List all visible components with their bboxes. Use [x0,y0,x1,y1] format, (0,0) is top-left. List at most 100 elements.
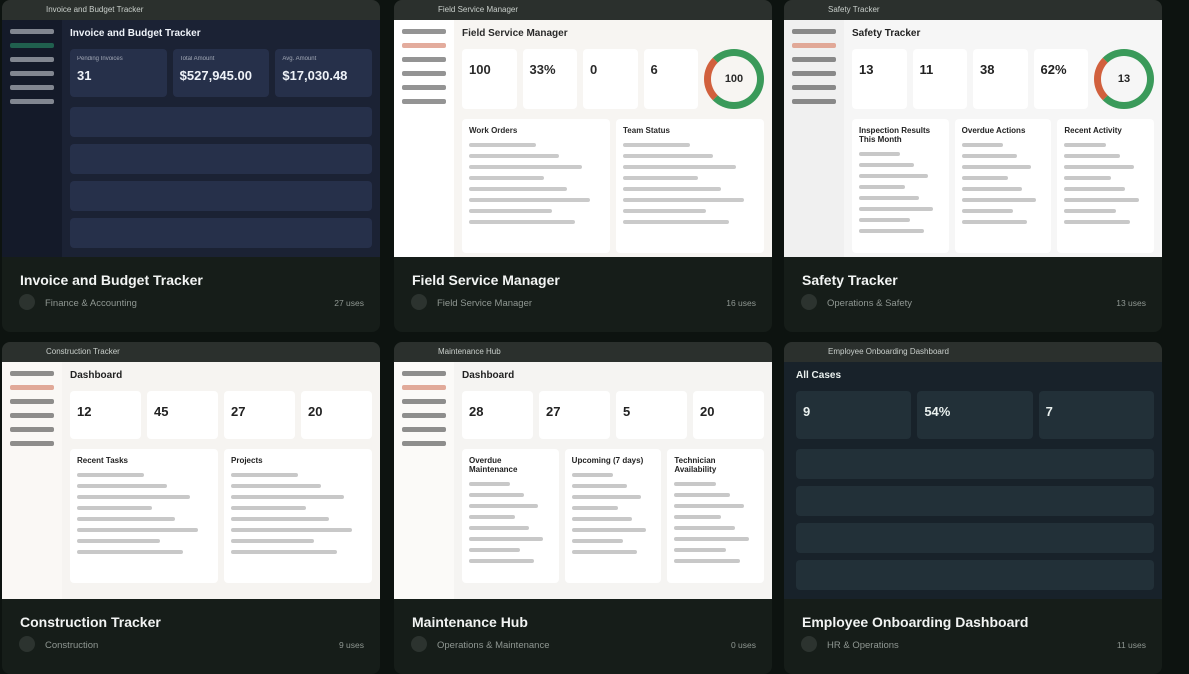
card-title[interactable]: Safety Tracker [802,272,898,288]
stat-value: $17,030.48 [282,68,348,83]
card-title[interactable]: Construction Tracker [20,614,161,630]
ring-chart: 13 [1094,49,1154,109]
placeholder-line [1064,220,1130,224]
stat-value: 33% [529,62,556,77]
placeholder-line [1064,176,1111,180]
list-row [70,107,372,137]
placeholder-line [571,550,637,554]
placeholder-line [859,163,915,167]
panels-row: Recent Tasks Projects [70,449,372,583]
category-icon [411,636,427,652]
stat-card: 5 [616,391,687,439]
placeholder-line [77,506,153,510]
card-title[interactable]: Field Service Manager [412,272,560,288]
placeholder-line [623,143,690,147]
placeholder-line [674,504,744,508]
thumbnail: Safety Tracker 13 11 38 62% 13 Inspection Resu… [784,20,1162,257]
placeholder-line [859,229,925,233]
card-uses: 16 uses [726,298,756,308]
template-card[interactable]: Construction Tracker Dashboard 12 45 27 20 Rec… [2,342,380,674]
placeholder-line [77,484,167,488]
template-card[interactable]: Invoice and Budget Tracker Invoice and Bu… [2,0,380,332]
stat-value: 27 [546,404,561,419]
stat-card: 11 [912,49,967,109]
stat-value: 28 [469,404,484,419]
template-card[interactable]: Safety Tracker Safety Tracker 13 11 38 62% 13 I… [784,0,1162,332]
placeholder-line [77,528,198,532]
panel-title: Technician Availability [674,456,717,474]
placeholder-line [469,493,525,497]
sidebar-item [10,441,54,446]
stat-card: 20 [301,391,372,439]
preview-main: Dashboard 12 45 27 20 Recent Tasks Projects [70,370,372,599]
stat-value: 45 [154,404,169,419]
placeholder-line [859,185,906,189]
panel: Upcoming (7 days) [564,449,662,583]
sidebar-item [792,29,836,34]
placeholder-line [469,537,544,541]
panel: Technician Availability [667,449,765,583]
stat-card: 0 [583,49,638,109]
preview-heading: Safety Tracker [852,28,921,39]
sidebar [2,362,62,599]
thumbnail-label: Maintenance Hub [394,342,772,362]
category-icon [19,294,35,310]
stat-value: 20 [308,404,323,419]
stat-value: 31 [77,68,92,83]
sidebar [394,362,454,599]
stat-value: 12 [77,404,92,419]
placeholder-line [1064,198,1139,202]
placeholder-line [623,220,729,224]
sidebar-item [792,57,836,62]
placeholder-line [961,187,1023,191]
placeholder-line [961,220,1027,224]
sidebar-item [402,413,446,418]
stat-card: 45 [147,391,218,439]
sidebar-item [10,427,54,432]
stat-card: Total Amount $527,945.00 [172,49,270,97]
placeholder-line [961,143,1003,147]
card-title[interactable]: Employee Onboarding Dashboard [802,614,1029,630]
panel-title: Recent Activity [1064,126,1122,135]
placeholder-line [674,559,740,563]
sidebar-item [10,371,54,376]
template-card[interactable]: Maintenance Hub Dashboard 28 27 5 20 Overdue M… [394,342,772,674]
placeholder-line [469,165,582,169]
placeholder-line [231,528,352,532]
panel-title: Recent Tasks [77,456,128,465]
stat-value: 7 [1045,404,1053,419]
stat-value: 54% [924,404,951,419]
stat-card: 27 [224,391,295,439]
stat-value: 27 [231,404,246,419]
panels-row: Work Orders Team Status [462,119,764,253]
sidebar-item [402,57,446,62]
category-icon [411,294,427,310]
template-card[interactable]: Field Service Manager Field Service Manag… [394,0,772,332]
card-uses: 9 uses [338,640,364,650]
stat-card: 27 [539,391,610,439]
placeholder-line [231,550,337,554]
placeholder-line [571,517,633,521]
stat-value: 5 [623,404,631,419]
card-title[interactable]: Invoice and Budget Tracker [20,272,203,288]
thumbnail: Dashboard 28 27 5 20 Overdue Maintenance Upcom… [394,362,772,599]
stat-card: Avg. Amount $17,030.48 [275,49,373,97]
placeholder-line [231,495,344,499]
stat-value: 0 [590,62,598,77]
stat-card: 7 [1038,391,1154,439]
sidebar-item [10,413,54,418]
card-title[interactable]: Maintenance Hub [412,614,528,630]
thumbnail-label: Field Service Manager [394,0,772,20]
stats-row: Pending Invoices 31 Total Amount $527,945.0… [70,49,373,97]
placeholder-line [674,482,716,486]
category-icon [801,636,817,652]
category-icon [801,294,817,310]
thumbnail: Invoice and Budget Tracker Pending Invoic… [2,20,380,257]
panel-title: Overdue Actions [961,126,1026,135]
template-card[interactable]: Employee Onboarding Dashboard All Cases 9 5… [784,342,1162,674]
stats-row: 9 54% 7 [796,391,1154,439]
stats-row: 13 11 38 62% 13 [852,49,1154,109]
panel: Overdue Actions [954,119,1052,253]
panel: Recent Activity [1057,119,1155,253]
thumbnail: Dashboard 12 45 27 20 Recent Tasks Projects [2,362,380,599]
